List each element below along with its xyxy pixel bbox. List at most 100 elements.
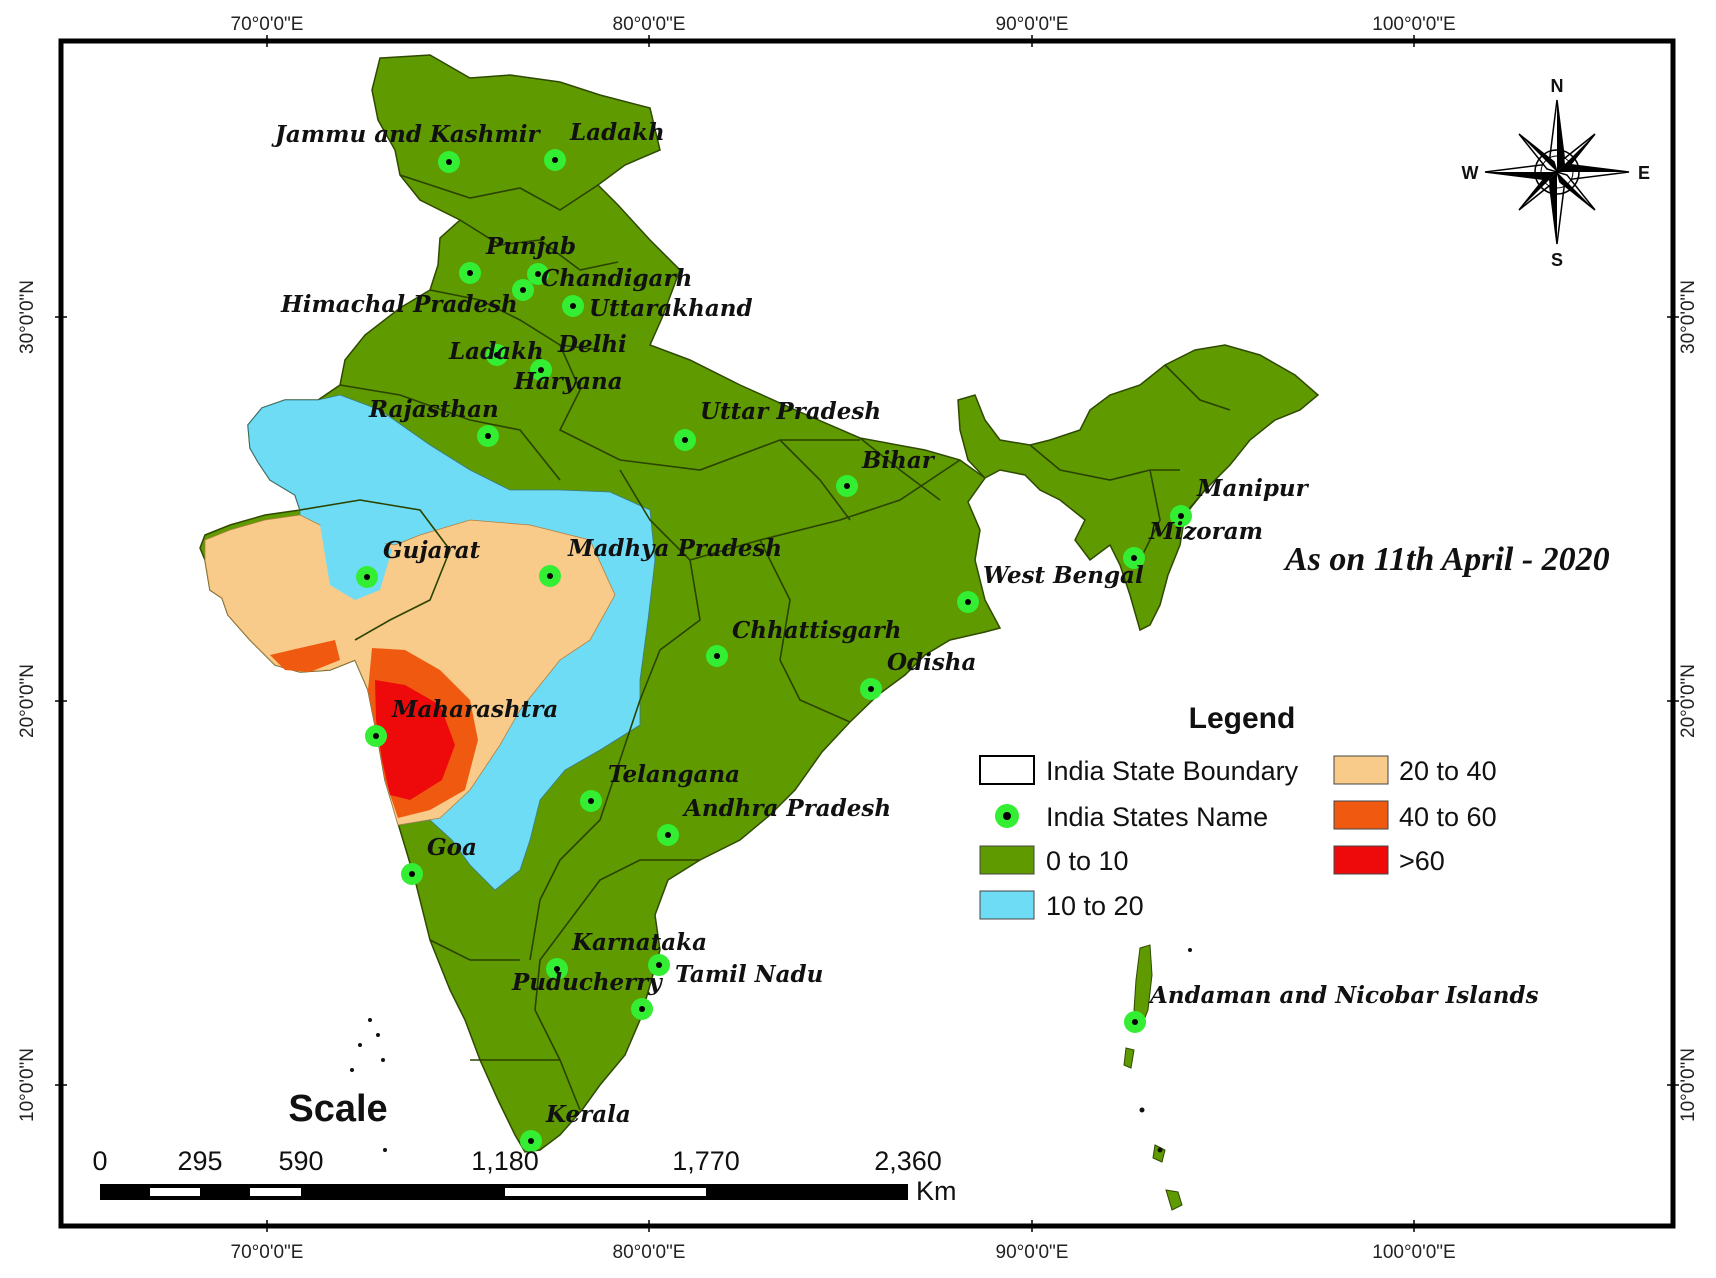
graticule-ticks bbox=[55, 35, 1679, 1232]
state-label-andhra-pradesh: Andhra Pradesh bbox=[682, 795, 891, 822]
state-label-mizoram: Mizoram bbox=[1148, 518, 1263, 545]
legend-swatch-point bbox=[995, 804, 1019, 828]
state-marker bbox=[438, 151, 460, 173]
state-marker bbox=[1170, 505, 1192, 527]
state-label-chhattisgarh: Chhattisgarh bbox=[732, 617, 901, 644]
state-label-chandigarh: Chandigarh bbox=[541, 265, 692, 292]
state-marker bbox=[562, 295, 584, 317]
state-label-punjab: Punjab bbox=[485, 233, 576, 260]
lon-label-bottom: 80°0'0"E bbox=[613, 1242, 686, 1263]
state-marker bbox=[544, 149, 566, 171]
state-marker bbox=[674, 429, 696, 451]
graticule-right-labels: 30°0'0"N 20°0'0"N 10°0'0"N bbox=[1678, 280, 1699, 1122]
lat-label-left: 20°0'0"N bbox=[17, 664, 38, 738]
legend-label: 20 to 40 bbox=[1399, 756, 1497, 786]
lon-label-bottom: 100°0'0"E bbox=[1372, 1242, 1455, 1263]
legend-swatch-above-60 bbox=[1333, 845, 1389, 875]
state-labels: Jammu and Kashmir Ladakh Punjab Chandiga… bbox=[271, 119, 1539, 1128]
legend-label: India States Name bbox=[1046, 802, 1268, 832]
lon-label-top: 90°0'0"E bbox=[996, 14, 1069, 35]
state-marker bbox=[1123, 547, 1145, 569]
state-marker bbox=[860, 678, 882, 700]
state-label-west-bengal: West Bengal bbox=[983, 562, 1144, 589]
legend-label: 40 to 60 bbox=[1399, 802, 1497, 832]
state-marker bbox=[539, 565, 561, 587]
compass-e: E bbox=[1638, 163, 1650, 183]
scale-tick-label: 590 bbox=[278, 1146, 323, 1176]
state-marker bbox=[631, 998, 653, 1020]
state-marker bbox=[356, 566, 378, 588]
state-label-telangana: Telangana bbox=[608, 761, 740, 788]
state-marker bbox=[1124, 1011, 1146, 1033]
state-label-gujarat: Gujarat bbox=[383, 537, 481, 564]
state-markers bbox=[356, 149, 1192, 1152]
scale-tick-label: 0 bbox=[92, 1146, 107, 1176]
state-label-andaman-nicobar: Andaman and Nicobar Islands bbox=[1148, 982, 1539, 1009]
state-label-manipur: Manipur bbox=[1196, 475, 1310, 502]
state-label-maharashtra: Maharashtra bbox=[391, 696, 558, 723]
state-marker bbox=[527, 263, 549, 285]
lon-label-bottom: 70°0'0"E bbox=[231, 1242, 304, 1263]
legend-swatch-20-40 bbox=[1333, 755, 1389, 785]
graticule-top-labels: 70°0'0"E 80°0'0"E 90°0'0"E 100°0'0"E bbox=[231, 14, 1456, 35]
lon-label-top: 80°0'0"E bbox=[613, 14, 686, 35]
state-label-odisha: Odisha bbox=[887, 649, 976, 676]
state-marker bbox=[580, 790, 602, 812]
zone-40-to-60 bbox=[270, 640, 340, 672]
legend: Legend India State Boundary India States… bbox=[979, 702, 1497, 921]
state-marker bbox=[520, 1130, 542, 1152]
map-frame bbox=[58, 38, 1676, 1229]
legend-swatch-10-20 bbox=[979, 890, 1035, 920]
small-islands bbox=[350, 948, 1192, 1153]
state-marker bbox=[957, 591, 979, 613]
state-marker bbox=[512, 279, 534, 301]
legend-label: >60 bbox=[1399, 846, 1445, 876]
state-label-haryana: Haryana bbox=[513, 368, 623, 395]
state-marker bbox=[657, 824, 679, 846]
state-label-ladakh: Ladakh bbox=[569, 119, 665, 146]
graticule-left-labels: 30°0'0"N 20°0'0"N 10°0'0"N bbox=[17, 280, 38, 1122]
legend-swatch-40-60 bbox=[1333, 800, 1389, 830]
state-label-rajasthan: Rajasthan bbox=[368, 396, 499, 423]
lat-label-left: 30°0'0"N bbox=[17, 280, 38, 354]
state-marker bbox=[836, 475, 858, 497]
legend-title: Legend bbox=[1189, 702, 1296, 735]
scale-unit: Km bbox=[916, 1176, 957, 1206]
state-marker bbox=[706, 645, 728, 667]
lon-label-bottom: 90°0'0"E bbox=[996, 1242, 1069, 1263]
state-label-bihar: Bihar bbox=[861, 447, 936, 474]
compass-s: S bbox=[1551, 250, 1563, 270]
state-marker bbox=[546, 958, 568, 980]
state-marker bbox=[459, 262, 481, 284]
north-arrow-icon: N S E W bbox=[1462, 76, 1651, 270]
scale-tick-label: 1,770 bbox=[672, 1146, 740, 1176]
state-marker bbox=[486, 344, 508, 366]
compass-n: N bbox=[1551, 76, 1564, 96]
scale-title: Scale bbox=[288, 1088, 387, 1130]
state-label-uttarakhand: Uttarakhand bbox=[589, 295, 753, 322]
legend-swatch-0-10 bbox=[979, 845, 1035, 875]
state-marker bbox=[365, 725, 387, 747]
state-marker bbox=[530, 359, 552, 381]
date-label: As on 11th April - 2020 bbox=[1283, 541, 1610, 578]
state-label-madhya-pradesh: Madhya Pradesh bbox=[567, 535, 782, 562]
state-label-goa: Goa bbox=[427, 834, 477, 861]
state-label-puducherry: Puducherry bbox=[511, 969, 663, 996]
legend-label: 10 to 20 bbox=[1046, 891, 1144, 921]
scale-tick-label: 1,180 bbox=[471, 1146, 539, 1176]
legend-swatch-boundary bbox=[979, 755, 1035, 785]
zone-above-60 bbox=[375, 680, 455, 800]
state-label-kerala: Kerala bbox=[545, 1101, 631, 1128]
compass-w: W bbox=[1462, 163, 1479, 183]
lon-label-top: 70°0'0"E bbox=[231, 14, 304, 35]
lon-label-top: 100°0'0"E bbox=[1372, 14, 1455, 35]
state-label-ladakh-2: Ladakh bbox=[448, 338, 544, 365]
state-marker bbox=[477, 425, 499, 447]
lat-label-right: 20°0'0"N bbox=[1678, 664, 1699, 738]
scale-tick-label: 295 bbox=[177, 1146, 222, 1176]
lat-label-right: 30°0'0"N bbox=[1678, 280, 1699, 354]
scale-tick-label: 2,360 bbox=[874, 1146, 942, 1176]
state-marker bbox=[401, 863, 423, 885]
state-label-uttar-pradesh: Uttar Pradesh bbox=[700, 398, 881, 425]
